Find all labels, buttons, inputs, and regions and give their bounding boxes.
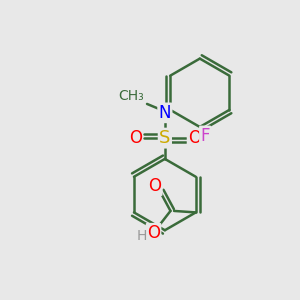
- Text: O: O: [148, 177, 161, 195]
- Text: O: O: [129, 129, 142, 147]
- Text: H: H: [136, 229, 147, 243]
- Text: CH₃: CH₃: [118, 88, 144, 103]
- Text: S: S: [159, 129, 170, 147]
- Text: N: N: [159, 104, 171, 122]
- Text: F: F: [200, 127, 210, 145]
- Text: O: O: [147, 224, 160, 242]
- Text: O: O: [188, 129, 201, 147]
